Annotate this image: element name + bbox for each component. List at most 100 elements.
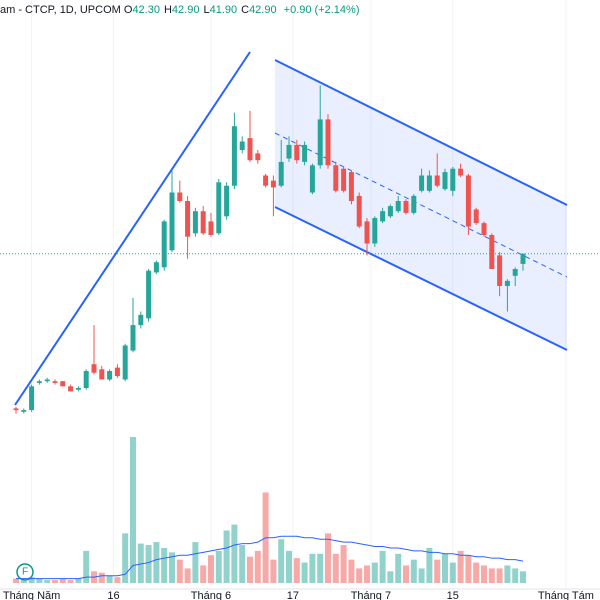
candle-body — [481, 223, 487, 235]
volume-bar — [20, 580, 27, 583]
candle-body — [239, 141, 245, 150]
volume-bar — [44, 580, 51, 583]
volume-bar — [270, 559, 277, 583]
symbol: am - CTCP, 1D, UPCOM — [0, 4, 121, 16]
candle-body — [395, 201, 401, 212]
volume-bar — [184, 568, 191, 583]
candle-body — [419, 175, 425, 191]
candle-body — [29, 386, 35, 411]
candle-body — [21, 410, 27, 412]
volume-bar — [465, 555, 472, 583]
candle-body — [309, 165, 315, 193]
candle-body — [270, 180, 276, 188]
candle-body — [99, 369, 105, 380]
candle-body — [60, 381, 66, 387]
volume-bar — [379, 550, 386, 583]
volume-bar — [387, 571, 394, 583]
candle-body — [44, 379, 50, 382]
candle-body — [200, 211, 206, 234]
candle-body — [122, 345, 128, 380]
change: +0.90 (+2.14%) — [283, 4, 360, 16]
ohlc: O42.30 H42.90 L41.90 C42.90 — [124, 4, 281, 16]
candle-body — [52, 381, 58, 383]
volume-bar — [434, 559, 441, 583]
volume-bar — [340, 545, 347, 583]
volume-bar — [481, 565, 488, 583]
candle-body — [333, 165, 339, 191]
candle-body — [380, 211, 386, 222]
volume-bar — [51, 580, 58, 583]
candle-body — [114, 367, 120, 377]
volume-bar — [504, 565, 511, 583]
candle-body — [520, 253, 526, 264]
x-tick-label: Tháng 7 — [351, 590, 391, 600]
volume-bar — [161, 547, 168, 583]
candle-body — [13, 408, 19, 411]
volume-bar — [449, 562, 456, 583]
candle-body — [302, 144, 308, 162]
volume-bar — [153, 542, 160, 583]
candle-body — [364, 221, 370, 244]
volume-bar — [356, 568, 363, 583]
candle-body — [442, 172, 448, 190]
volume-bar — [512, 568, 519, 583]
volume-bar — [67, 580, 74, 583]
volume-bar — [83, 550, 90, 583]
candle-body — [169, 192, 175, 251]
volume-bar — [286, 550, 293, 583]
volume-bar — [520, 571, 527, 583]
x-tick-label: Tháng 6 — [191, 590, 231, 600]
volume-bar — [403, 565, 410, 583]
candle-body — [263, 175, 269, 186]
volume-bar — [293, 558, 300, 583]
volume-bar — [36, 578, 43, 583]
event-marker[interactable]: F — [16, 563, 34, 581]
volume-bar — [145, 545, 152, 583]
candle-body — [83, 371, 89, 388]
candle-body — [130, 325, 136, 351]
channel-top — [274, 59, 568, 206]
volume-bar — [488, 568, 495, 583]
x-tick-label: 16 — [107, 590, 119, 600]
candle-body — [216, 182, 222, 234]
candle-body — [294, 144, 300, 161]
volume-bar — [223, 530, 230, 583]
volume-bar — [75, 578, 82, 583]
candle-body — [450, 168, 456, 191]
volume-bar — [168, 552, 175, 583]
volume-bar — [192, 542, 199, 583]
channel-bottom — [274, 206, 568, 351]
volume-bar — [122, 533, 129, 583]
candle-body — [286, 144, 292, 159]
candle-body — [177, 192, 183, 201]
volume-bar — [325, 533, 332, 583]
volume-bar — [114, 577, 121, 583]
volume-bar — [176, 559, 183, 583]
volume-bar — [473, 562, 480, 583]
volume-ma — [15, 535, 524, 580]
candle-body — [325, 119, 331, 166]
x-tick-label: 15 — [447, 590, 459, 600]
candle-body — [231, 126, 237, 186]
volume-bar — [309, 553, 316, 583]
candle-body — [403, 201, 409, 213]
candle-body — [512, 269, 518, 276]
candle-body — [192, 211, 198, 234]
candle-body — [138, 314, 144, 326]
candle-body — [153, 262, 159, 273]
candle-body — [504, 280, 510, 286]
volume-bar — [247, 556, 253, 583]
channel-mid — [274, 132, 568, 278]
volume-bar — [442, 553, 449, 583]
candle-body — [36, 381, 42, 383]
volume-bar — [395, 553, 402, 583]
volume-bar — [59, 578, 66, 583]
volume-bar — [278, 539, 285, 583]
volume-bar — [254, 550, 261, 583]
volume-bar — [239, 545, 246, 583]
candle-body — [185, 201, 191, 237]
candle-body — [341, 168, 347, 191]
candle-body — [356, 195, 362, 227]
